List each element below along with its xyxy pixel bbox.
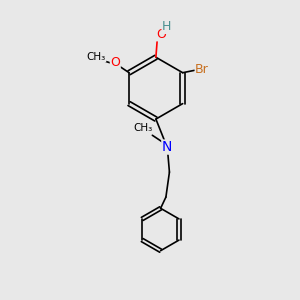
- Text: H: H: [162, 20, 172, 33]
- Text: Br: Br: [195, 63, 209, 76]
- Text: CH₃: CH₃: [133, 123, 153, 133]
- Text: N: N: [162, 140, 172, 154]
- Text: O: O: [110, 56, 120, 70]
- Text: O: O: [156, 28, 166, 41]
- Text: CH₃: CH₃: [86, 52, 106, 62]
